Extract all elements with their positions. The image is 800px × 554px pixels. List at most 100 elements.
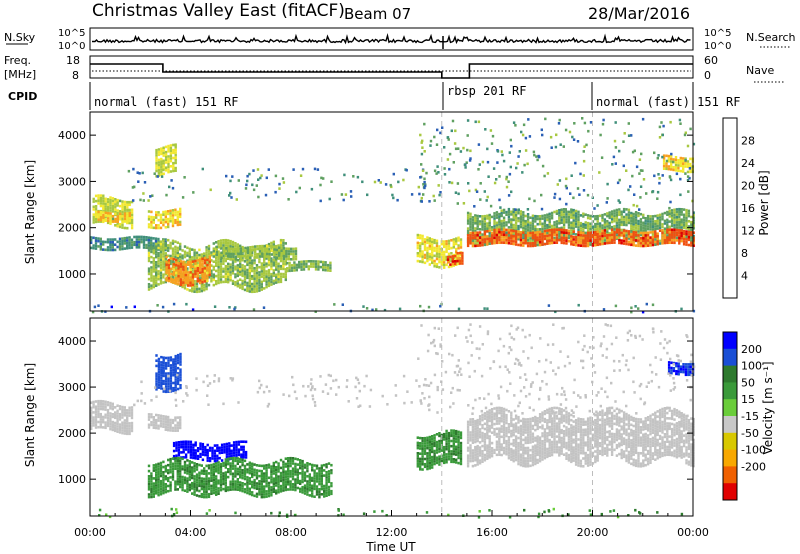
heatmap-cell [172,263,175,266]
heatmap-cell [253,282,256,286]
heatmap-cell [567,229,571,233]
heatmap-cell [596,233,599,236]
heatmap-cell [666,241,669,245]
heatmap-cell [598,214,602,218]
heatmap-cell [160,165,163,169]
heatmap-cell [509,138,512,142]
heatmap-cell [495,213,499,217]
heatmap-cell [668,209,671,213]
heatmap-cell [244,456,248,459]
heatmap-cell [684,157,687,160]
heatmap-cell [548,234,551,237]
heatmap-cell [246,286,249,290]
heatmap-cell [243,278,247,281]
heatmap-cell [258,276,261,279]
heatmap-cell [170,280,173,284]
heatmap-cell [162,260,165,263]
heatmap-cell [243,472,247,476]
heatmap-cell [469,149,472,153]
heatmap-cell [610,231,614,234]
heatmap-cell [519,241,523,244]
heatmap-cell [186,482,189,486]
heatmap-cell [267,263,271,267]
heatmap-cell [555,231,559,234]
heatmap-cell [618,218,621,222]
heatmap-cell [152,482,155,485]
heatmap-cell [169,384,173,388]
heatmap-cell [431,240,434,244]
heatmap-cell [191,471,194,475]
heatmap-cell [524,236,527,240]
heatmap-cell [275,256,278,260]
heatmap-cell [94,418,98,421]
heatmap-cell [287,250,290,253]
heatmap-cell [263,274,266,277]
heatmap-cell [236,457,239,460]
heatmap-cell [527,118,530,121]
heatmap-cell [231,266,235,270]
heatmap-cell [195,468,199,471]
heatmap-cell [443,173,447,176]
heatmap-cell [685,216,688,220]
heatmap-cell [275,281,278,284]
heatmap-cell [265,272,268,276]
heatmap-cell [656,232,659,235]
heatmap-cell [147,225,151,229]
heatmap-cell [208,263,211,266]
heatmap-cell [550,214,554,217]
heatmap-cell [531,224,535,228]
heatmap-cell [188,470,191,474]
heatmap-cell [179,247,182,251]
heatmap-cell [531,230,535,233]
heatmap-cell [102,213,105,217]
heatmap-cell [94,408,98,411]
heatmap-cell [488,219,491,222]
heatmap-cell [207,485,211,488]
heatmap-cell [663,239,667,242]
heatmap-cell [267,279,271,282]
heatmap-cell [586,216,590,220]
heatmap-cell [224,244,227,247]
heatmap-cell [500,225,503,228]
heatmap-cell [111,426,114,429]
heatmap-cell [150,226,153,229]
heatmap-cell [646,214,650,218]
heatmap-cell [243,288,247,292]
heatmap-cell [114,224,117,227]
heatmap-cell [191,308,195,311]
heatmap-cell [174,485,177,489]
heatmap-cell [99,405,102,408]
heatmap-cell [529,234,532,237]
heatmap-cell [243,482,247,486]
heatmap-cell [416,236,419,239]
heatmap-cell [229,462,232,465]
heatmap-cell [526,162,529,166]
heatmap-cell [675,226,679,229]
heatmap-cell [94,205,98,208]
heatmap-cell [234,485,237,489]
heatmap-cell [147,218,151,221]
heatmap-cell [560,218,563,222]
heatmap-cell [248,290,251,293]
heatmap-cell [246,246,250,249]
heatmap-cell [179,352,182,356]
heatmap-cell [690,244,693,247]
heatmap-cell [164,280,167,284]
heatmap-cell [502,228,506,231]
heatmap-cell [514,124,517,127]
heatmap-cell [584,231,587,235]
heatmap-cell [548,225,551,229]
heatmap-cell [498,223,501,226]
heatmap-cell [201,270,204,274]
heatmap-cell [466,229,470,233]
heatmap-cell [186,472,189,475]
heatmap-cell [679,159,682,162]
heatmap-cell [610,225,614,229]
heatmap-cell [147,239,150,242]
heatmap-cell [383,308,387,312]
heatmap-cell [205,477,208,481]
heatmap-cell [641,310,645,314]
heatmap-cell [443,240,446,243]
heatmap-cell [562,145,565,148]
heatmap-cell [517,155,520,158]
